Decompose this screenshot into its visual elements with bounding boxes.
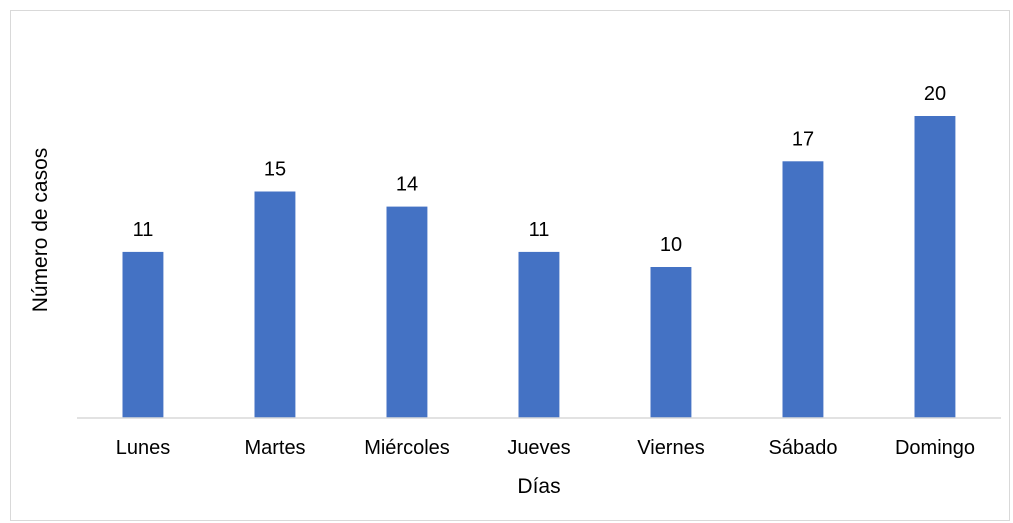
- data-label-group: 11 15 14 11 10 17 20: [133, 83, 947, 256]
- category-label-2: Miércoles: [364, 437, 450, 459]
- bar-5: [782, 161, 824, 419]
- category-label-3: Jueves: [507, 437, 570, 459]
- category-label-0: Lunes: [116, 437, 171, 459]
- y-axis-title: Número de casos: [29, 148, 52, 313]
- bar-0: [122, 251, 164, 418]
- bar-4: [650, 267, 692, 418]
- category-label-6: Domingo: [895, 437, 975, 459]
- data-label-6: 20: [924, 83, 946, 105]
- data-label-3: 11: [529, 219, 550, 241]
- category-label-4: Viernes: [637, 437, 704, 459]
- x-axis-title: Días: [517, 475, 560, 498]
- bar-3: [518, 251, 560, 418]
- category-label-group: Lunes Martes Miércoles Jueves Viernes Sábado D…: [116, 437, 975, 459]
- data-label-1: 15: [264, 159, 286, 181]
- data-label-2: 14: [396, 174, 418, 196]
- category-label-5: Sábado: [769, 437, 838, 459]
- data-label-0: 11: [133, 219, 154, 241]
- bar-2: [386, 206, 428, 418]
- category-label-1: Martes: [244, 437, 305, 459]
- data-label-5: 17: [792, 128, 814, 150]
- data-label-4: 10: [660, 234, 682, 256]
- bar-6: [914, 116, 956, 418]
- chart-frame: [10, 10, 1010, 521]
- bar-1: [254, 191, 296, 418]
- bar-group: [122, 116, 956, 419]
